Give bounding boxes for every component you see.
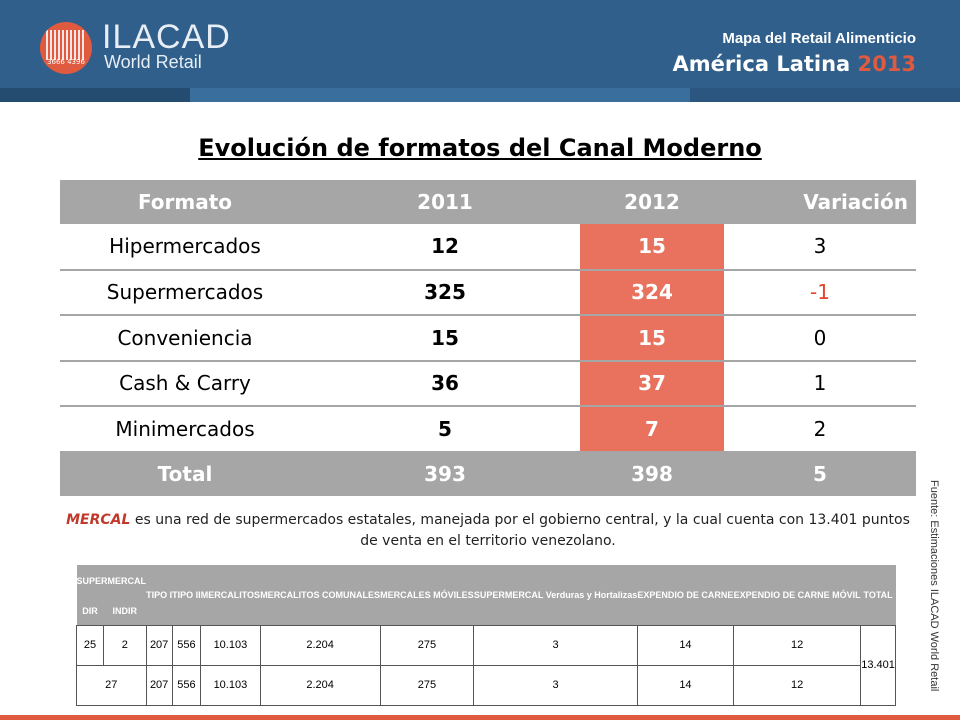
formats-table: Formato 2011 2012 Variación Hipermercado… [60,180,916,496]
header-indir: INDIR [103,597,147,625]
cell-tipo-ii: 556 [171,664,202,706]
cell-2012: 37 [580,360,724,407]
cell-formato: Cash & Carry [60,360,310,407]
cell-variacion: 1 [724,360,916,407]
header-tipo-i: TIPO I [146,565,173,625]
cell-expendio-carne-movil: 12 [733,624,862,666]
mercal-note-text: es una red de supermercados estatales, m… [130,512,910,549]
cell-2011: 15 [310,315,580,362]
total-variacion: 5 [724,451,916,496]
header-stripe-accent [690,88,960,102]
header-dir: DIR [76,597,104,625]
cell-supermercal-sum: 27 [76,664,147,706]
cell-formato: Supermercados [60,269,310,316]
header-supermercal: SUPERMERCAL [76,565,147,597]
total-2011: 393 [310,451,580,496]
cell-2011: 325 [310,269,580,316]
bottom-accent-line [0,715,960,720]
mercal-subheader-row: DIR INDIR [76,597,896,625]
total-2012: 398 [580,451,724,496]
header-region: América Latina 2013 [672,52,916,76]
source-text: Fuente: Estimaciones ILACAD World Retail [928,480,940,692]
cell-variacion: 2 [724,406,916,453]
cell-expendio-carne: 14 [636,624,735,666]
logo-subtitle: World Retail [104,52,202,72]
header-stripe-dark [0,88,190,102]
cell-total: 13.401 [860,624,896,706]
cell-formato: Hipermercados [60,224,310,271]
cell-variacion: -1 [724,269,916,316]
logo-code: 3666 4396 [47,58,85,66]
table-total-row: Total 393 398 5 [60,451,916,496]
cell-mercales-moviles: 275 [379,624,475,666]
cell-2012: 324 [580,269,724,316]
cell-supermercal-verduras: 3 [473,624,638,666]
cell-2011: 5 [310,406,580,453]
cell-mercalitos: 10.103 [200,624,261,666]
cell-dir: 25 [76,624,104,666]
table-row: Conveniencia 15 15 0 [60,315,916,362]
header-variacion: Variación [724,180,916,224]
header-bar [0,0,960,88]
cell-expendio-carne-movil: 12 [733,664,862,706]
cell-tipo-i: 207 [145,664,173,706]
header-expendio-carne: EXPENDIO DE CARNE [637,565,734,625]
header-mercalitos: MERCALITOS [200,565,261,625]
table-row: Supermercados 325 324 -1 [60,269,916,316]
table-header-row: Formato 2011 2012 Variación [60,180,916,224]
header-expendio-carne-movil: EXPENDIO DE CARNE MÓVIL [733,565,861,625]
logo-name: ILACAD [102,18,231,56]
cell-2012: 15 [580,315,724,362]
mercal-header-row: SUPERMERCAL TIPO I TIPO II MERCALITOS ME… [76,565,896,625]
cell-2012: 15 [580,224,724,271]
table-row: Minimercados 5 7 2 [60,406,916,453]
cell-2012: 7 [580,406,724,453]
cell-2011: 36 [310,360,580,407]
cell-formato: Minimercados [60,406,310,453]
logo-icon: 3666 4396 [40,22,92,74]
header-total: TOTAL [860,565,896,625]
cell-supermercal-verduras: 3 [473,664,638,706]
table-row: 25 2 207 556 10.103 2.204 275 3 14 12 13… [76,624,896,706]
cell-mercalitos-comunales: 2.204 [259,624,381,666]
page-title: Evolución de formatos del Canal Moderno [198,134,762,162]
mercal-table: SUPERMERCAL TIPO I TIPO II MERCALITOS ME… [76,565,896,706]
cell-tipo-i: 207 [145,624,173,666]
cell-indir: 2 [102,624,147,666]
cell-tipo-ii: 556 [171,624,202,666]
header-tipo-ii: TIPO II [172,565,201,625]
header-formato: Formato [60,180,310,224]
cell-mercalitos: 10.103 [200,664,261,706]
mercal-note: MERCAL es una red de supermercados estat… [60,510,916,552]
table-row: Cash & Carry 36 37 1 [60,360,916,407]
header-2011: 2011 [310,180,580,224]
cell-variacion: 3 [724,224,916,271]
mercal-brand: MERCAL [66,512,131,528]
table-row: Hipermercados 12 15 3 [60,224,916,271]
cell-expendio-carne: 14 [636,664,735,706]
source-note: Fuente: Estimaciones ILACAD World Retail [928,480,950,710]
cell-formato: Conveniencia [60,315,310,362]
region-year: 2013 [857,52,916,76]
cell-mercales-moviles: 275 [379,664,475,706]
total-label: Total [60,451,310,496]
header-2012: 2012 [580,180,724,224]
header-subtitle: Mapa del Retail Alimenticio [722,30,916,47]
cell-mercalitos-comunales: 2.204 [259,664,381,706]
table-row: 27 207 556 10.103 2.204 275 3 14 12 [76,664,896,706]
header-supermercal-verduras: SUPERMERCAL Verduras y Hortalizas [473,565,638,625]
region-label: América Latina [672,52,851,76]
barcode-icon [46,30,86,60]
cell-variacion: 0 [724,315,916,362]
cell-2011: 12 [310,224,580,271]
header-mercales-moviles: MERCALES MÓVILES [380,565,474,625]
header-mercalitos-comunales: MERCALITOS COMUNALES [260,565,381,625]
